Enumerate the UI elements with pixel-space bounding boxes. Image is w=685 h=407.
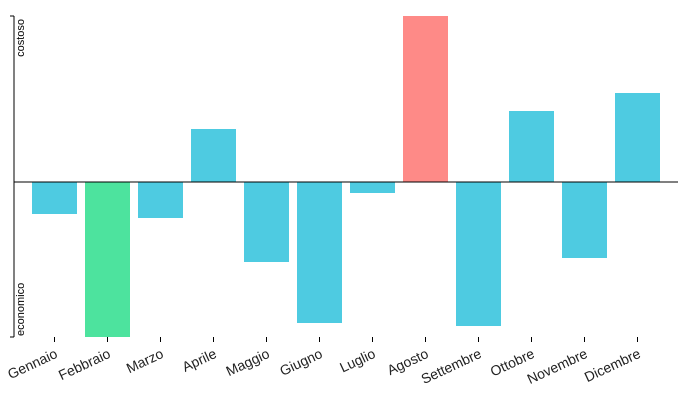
x-tick-label-dicembre: Dicembre: [582, 345, 643, 385]
y-axis-bottom-label: economico: [15, 283, 27, 336]
bar-agosto: [403, 16, 448, 182]
x-tick-label-febbraio: Febbraio: [56, 345, 113, 383]
x-tick-label-marzo: Marzo: [124, 345, 166, 376]
x-tick-label-luglio: Luglio: [337, 345, 378, 375]
x-tick-label-giugno: Giugno: [277, 345, 325, 379]
bar-maggio: [244, 182, 289, 262]
bar-novembre: [562, 182, 607, 258]
bar-gennaio: [32, 182, 77, 214]
x-tick-label-aprile: Aprile: [180, 345, 219, 375]
bar-marzo: [138, 182, 183, 218]
x-tick-label-maggio: Maggio: [223, 345, 272, 379]
bar-dicembre: [615, 93, 660, 182]
x-tick-label-novembre: Novembre: [524, 345, 589, 387]
bar-ottobre: [509, 111, 554, 182]
y-axis-top-label: costoso: [15, 19, 27, 57]
x-axis-ticks: [54, 337, 638, 342]
bar-aprile: [191, 129, 236, 182]
bar-febbraio: [85, 182, 130, 337]
bar-settembre: [456, 182, 501, 326]
bar-giugno: [297, 182, 342, 323]
bars-group: [32, 16, 660, 337]
x-tick-label-gennaio: Gennaio: [5, 345, 60, 382]
x-tick-label-settembre: Settembre: [418, 345, 483, 387]
bar-luglio: [350, 182, 395, 193]
